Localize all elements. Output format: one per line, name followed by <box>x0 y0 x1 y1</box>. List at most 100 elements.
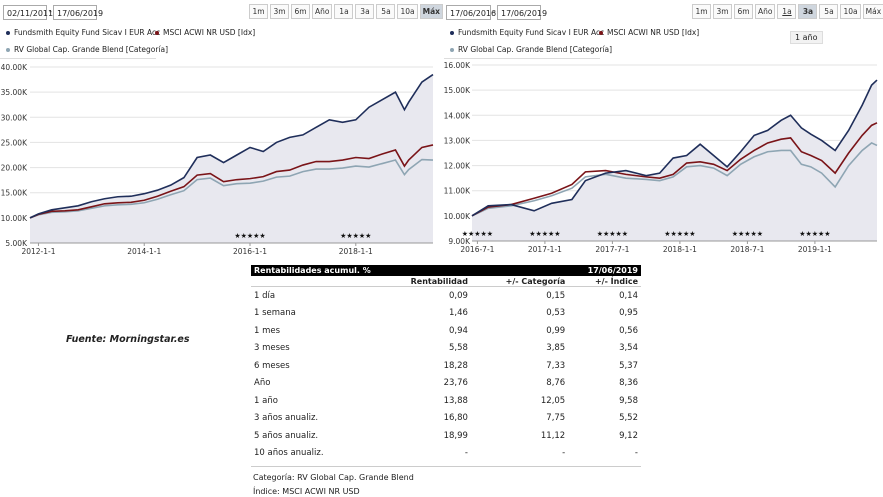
table-cell: 3,85 <box>546 343 566 354</box>
range-button-1a[interactable]: 1a <box>777 4 797 19</box>
range-button-6m[interactable]: 6m <box>734 4 753 19</box>
table-cell: 0,56 <box>619 325 638 336</box>
table-cell: 3,54 <box>619 343 638 354</box>
y-tick-label: 35.00K <box>1 88 28 97</box>
legend-dot-index <box>599 31 603 35</box>
x-tick-label: 2017-1-1 <box>528 245 562 254</box>
range-button-10a[interactable]: 10a <box>397 4 418 19</box>
period-label: 1 año <box>254 395 278 406</box>
range-button-ytd[interactable]: Año <box>755 4 776 19</box>
table-row: 5 años anualiz. 18,99 11,12 9,12 <box>251 427 641 445</box>
range-button-6m[interactable]: 6m <box>291 4 310 19</box>
rating-stars: ★★★★★ <box>529 230 560 238</box>
period-label: Año <box>254 378 271 389</box>
period-label: 1 mes <box>254 325 281 336</box>
y-tick-label: 10.00K <box>1 214 28 223</box>
table-cell: 0,09 <box>449 290 468 301</box>
table-row: 1 semana 1,46 0,53 0,95 <box>251 305 641 323</box>
date-to-input[interactable]: 17/06/2019 <box>53 5 103 20</box>
footnote-divider <box>251 466 641 467</box>
period-label: 1 día <box>254 290 276 301</box>
x-tick-label: 2017-7-1 <box>595 245 629 254</box>
chart-left-svg: 40.00K 35.00K 30.00K 25.00K 20.00K 15.00K 10.0… <box>1 63 434 256</box>
legend-item-category[interactable]: RV Global Cap. Grande Blend [Categoría] <box>6 45 168 54</box>
legend-item-category[interactable]: RV Global Cap. Grande Blend [Categoría] <box>450 45 612 54</box>
date-from-input[interactable]: 02/11/2011 <box>3 5 53 20</box>
returns-column-headers: Rentabilidad +/- Categoría +/- Índice <box>251 276 641 287</box>
returns-header: Rentabilidades acumul. % 17/06/2019 <box>251 265 641 276</box>
date-from-input[interactable]: 17/06/2016 <box>446 5 496 20</box>
table-row: 3 meses 5,58 3,85 3,54 <box>251 340 641 358</box>
legend-label: Fundsmith Equity Fund Sicav I EUR Acc <box>14 28 161 37</box>
table-row: 10 años anualiz. - - - <box>251 445 641 463</box>
range-button-3a[interactable]: 3a <box>355 4 375 19</box>
chart-panel-right: 17/06/2016 - 17/06/2019 1m 3m 6m Año 1a … <box>444 0 883 262</box>
table-cell: 0,95 <box>619 308 638 319</box>
y-tick-label: 11.00K <box>444 187 471 196</box>
legend-item-fund[interactable]: Fundsmith Equity Fund Sicav I EUR Acc <box>6 28 160 37</box>
column-header-return: Rentabilidad <box>377 276 471 287</box>
y-tick-label: 30.00K <box>1 113 28 122</box>
range-button-10a[interactable]: 10a <box>840 4 861 19</box>
series-line-category <box>471 142 878 217</box>
legend-label: RV Global Cap. Grande Blend [Categoría] <box>458 45 613 54</box>
range-button-5a[interactable]: 5a <box>819 4 839 19</box>
table-cell: - <box>464 448 468 459</box>
table-row: 3 años anualiz. 16,80 7,75 5,52 <box>251 410 641 428</box>
y-tick-label: 5.00K <box>5 239 28 248</box>
chart-panel-left: 02/11/2011 - 17/06/2019 1m 3m 6m Año 1a … <box>0 0 443 262</box>
fund-area-fill <box>472 80 877 241</box>
range-button-max[interactable]: Máx <box>419 4 443 19</box>
table-cell: 11,12 <box>540 430 566 441</box>
legend-dot-category <box>6 48 10 52</box>
rating-stars: ★★★★★ <box>597 230 628 238</box>
table-row: Año 23,76 8,76 8,36 <box>251 375 641 393</box>
x-tick-label: 2012-1-1 <box>21 247 55 256</box>
legend-item-fund[interactable]: Fundsmith Equity Fund Sicav I EUR Acc <box>450 28 604 37</box>
range-buttons: 1m 3m 6m Año 1a 3a 5a 10a Máx <box>690 4 883 19</box>
range-button-1a[interactable]: 1a <box>334 4 354 19</box>
table-cell: 16,80 <box>443 413 468 424</box>
x-tick-label: 2016-7-1 <box>460 245 494 254</box>
rating-stars: ★★★★★ <box>664 230 695 238</box>
range-button-1m[interactable]: 1m <box>692 4 711 19</box>
legend-label: Fundsmith Equity Fund Sicav I EUR Acc <box>458 28 605 37</box>
series-line-fund <box>471 79 878 217</box>
x-tick-label: 2018-1-1 <box>663 245 697 254</box>
rating-stars: ★★★★★ <box>799 230 830 238</box>
period-label: 3 años anualiz. <box>254 413 319 424</box>
table-cell: 18,99 <box>443 430 468 441</box>
period-label: 10 años anualiz. <box>254 448 324 459</box>
table-cell: 8,76 <box>546 378 566 389</box>
footnote-category: Categoría: RV Global Cap. Grande Blend <box>253 473 414 482</box>
range-button-ytd[interactable]: Año <box>312 4 333 19</box>
column-header <box>251 276 377 287</box>
table-cell: 0,15 <box>546 290 566 301</box>
range-button-3a[interactable]: 3a <box>798 4 818 19</box>
table-cell: - <box>562 448 566 459</box>
y-tick-label: 13.00K <box>444 136 471 145</box>
range-button-3m[interactable]: 3m <box>270 4 289 19</box>
period-label: 1 semana <box>254 308 296 319</box>
date-to-input[interactable]: 17/06/2019 <box>497 5 547 20</box>
table-cell: - <box>634 448 638 459</box>
column-header-vs-index: +/- Índice <box>568 276 641 287</box>
range-button-1m[interactable]: 1m <box>249 4 268 19</box>
table-cell: 23,76 <box>443 378 468 389</box>
period-label: 5 años anualiz. <box>254 430 319 441</box>
chart-right-svg: 16.00K 15.00K 14.00K 13.00K 12.00K 11.00K 10.0… <box>444 61 878 254</box>
range-button-max[interactable]: Máx <box>862 4 883 19</box>
rating-stars: ★★★★★ <box>340 232 371 240</box>
table-cell: 5,58 <box>449 343 468 354</box>
range-button-5a[interactable]: 5a <box>376 4 396 19</box>
table-cell: 13,88 <box>443 395 468 406</box>
legend-item-index[interactable]: MSCI ACWI NR USD [Idx] <box>155 28 255 37</box>
legend-dot-fund <box>450 31 454 35</box>
period-label: 3 meses <box>254 343 290 354</box>
table-cell: 7,33 <box>546 360 566 371</box>
y-tick-label: 12.00K <box>444 162 471 171</box>
range-button-3m[interactable]: 3m <box>713 4 732 19</box>
y-tick-label: 40.00K <box>1 63 28 72</box>
period-label: 6 meses <box>254 360 290 371</box>
legend-item-index[interactable]: MSCI ACWI NR USD [Idx] <box>599 28 699 37</box>
